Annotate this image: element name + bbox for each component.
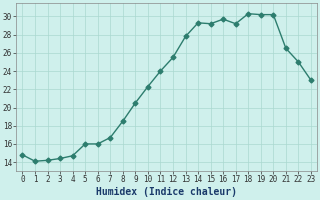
X-axis label: Humidex (Indice chaleur): Humidex (Indice chaleur) [96, 187, 237, 197]
